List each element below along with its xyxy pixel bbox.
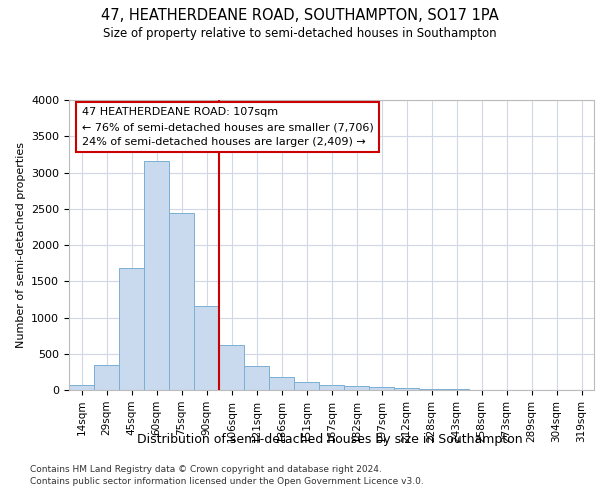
Text: Contains public sector information licensed under the Open Government Licence v3: Contains public sector information licen… bbox=[30, 478, 424, 486]
Bar bbox=[94, 364, 119, 390]
Bar bbox=[69, 385, 94, 390]
Y-axis label: Number of semi-detached properties: Number of semi-detached properties bbox=[16, 142, 26, 348]
Bar bbox=[194, 306, 219, 390]
Bar bbox=[294, 382, 319, 390]
Text: 47, HEATHERDEANE ROAD, SOUTHAMPTON, SO17 1PA: 47, HEATHERDEANE ROAD, SOUTHAMPTON, SO17… bbox=[101, 8, 499, 22]
Bar bbox=[119, 268, 144, 390]
Bar bbox=[319, 384, 344, 390]
Text: 47 HEATHERDEANE ROAD: 107sqm
← 76% of semi-detached houses are smaller (7,706)
2: 47 HEATHERDEANE ROAD: 107sqm ← 76% of se… bbox=[82, 108, 374, 147]
Text: Distribution of semi-detached houses by size in Southampton: Distribution of semi-detached houses by … bbox=[137, 432, 523, 446]
Bar bbox=[244, 366, 269, 390]
Bar bbox=[394, 388, 419, 390]
Bar bbox=[269, 377, 294, 390]
Bar bbox=[369, 386, 394, 390]
Text: Contains HM Land Registry data © Crown copyright and database right 2024.: Contains HM Land Registry data © Crown c… bbox=[30, 465, 382, 474]
Bar bbox=[169, 213, 194, 390]
Text: Size of property relative to semi-detached houses in Southampton: Size of property relative to semi-detach… bbox=[103, 28, 497, 40]
Bar bbox=[144, 161, 169, 390]
Bar bbox=[344, 386, 369, 390]
Bar bbox=[419, 389, 444, 390]
Bar bbox=[219, 346, 244, 390]
